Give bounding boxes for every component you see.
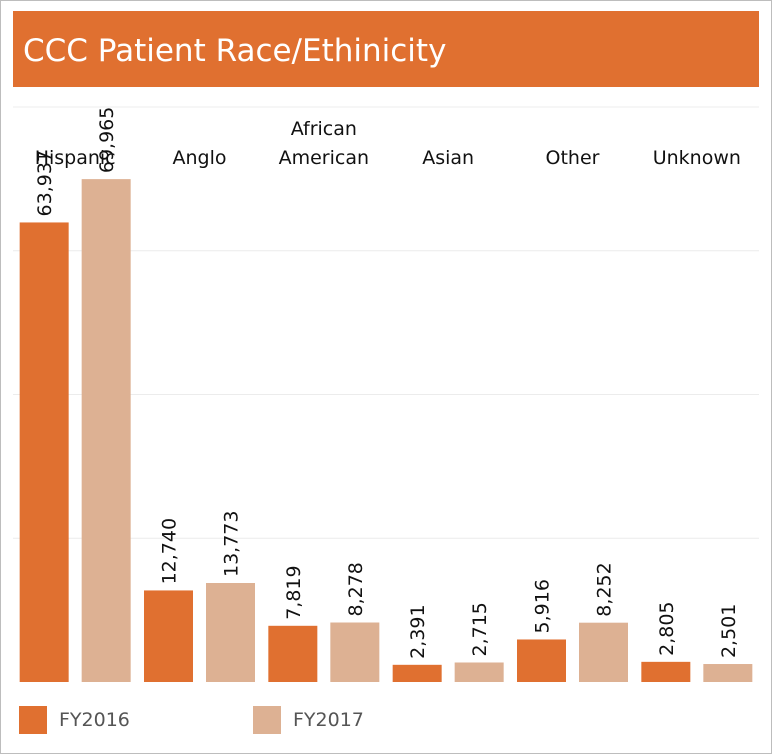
- category-label: Asian: [422, 147, 474, 169]
- bar-fy2017: [81, 179, 131, 682]
- data-label: 2,501: [718, 604, 740, 658]
- bar-fy2016: [641, 661, 691, 682]
- legend-label-fy2016: FY2016: [59, 709, 130, 731]
- legend: FY2016 FY2017: [1, 701, 772, 737]
- bar-fy2016: [392, 664, 442, 682]
- chart-area: Hispanic 63,937 69,965 Anglo 12,740 13,773 Afr…: [1, 1, 771, 705]
- category-label: American: [279, 147, 369, 169]
- data-label: 8,278: [345, 562, 367, 616]
- data-label: 63,937: [34, 150, 56, 216]
- category-label: African: [291, 118, 357, 140]
- data-label: 69,965: [96, 107, 118, 173]
- chart-header: CCC Patient Race/Ethinicity: [13, 11, 759, 87]
- legend-swatch-fy2016: [19, 706, 47, 734]
- category-label: Anglo: [172, 147, 226, 169]
- category-label: Other: [546, 147, 600, 169]
- bar-fy2017: [703, 664, 753, 682]
- bar-fy2017: [454, 662, 504, 682]
- legend-swatch-fy2017: [253, 706, 281, 734]
- data-label: 2,715: [469, 602, 491, 656]
- data-label: 13,773: [221, 511, 243, 577]
- chart-title: CCC Patient Race/Ethinicity: [23, 33, 447, 69]
- category-label: Unknown: [653, 147, 741, 169]
- data-label: 5,916: [532, 579, 554, 633]
- bar-fy2017: [579, 622, 628, 682]
- data-label: 8,252: [594, 562, 616, 616]
- bar-fy2017: [330, 622, 380, 682]
- bar-fy2016: [517, 639, 566, 682]
- data-label: 12,740: [159, 518, 181, 584]
- bar-fy2017: [206, 583, 255, 682]
- legend-label-fy2017: FY2017: [293, 709, 364, 731]
- data-label: 2,805: [656, 601, 678, 655]
- category-label: Hispanic: [35, 147, 116, 169]
- data-label: 2,391: [407, 604, 429, 658]
- bar-fy2016: [268, 625, 318, 682]
- bar-fy2016: [144, 590, 193, 682]
- data-label: 7,819: [283, 565, 305, 619]
- bar-fy2016: [19, 222, 69, 682]
